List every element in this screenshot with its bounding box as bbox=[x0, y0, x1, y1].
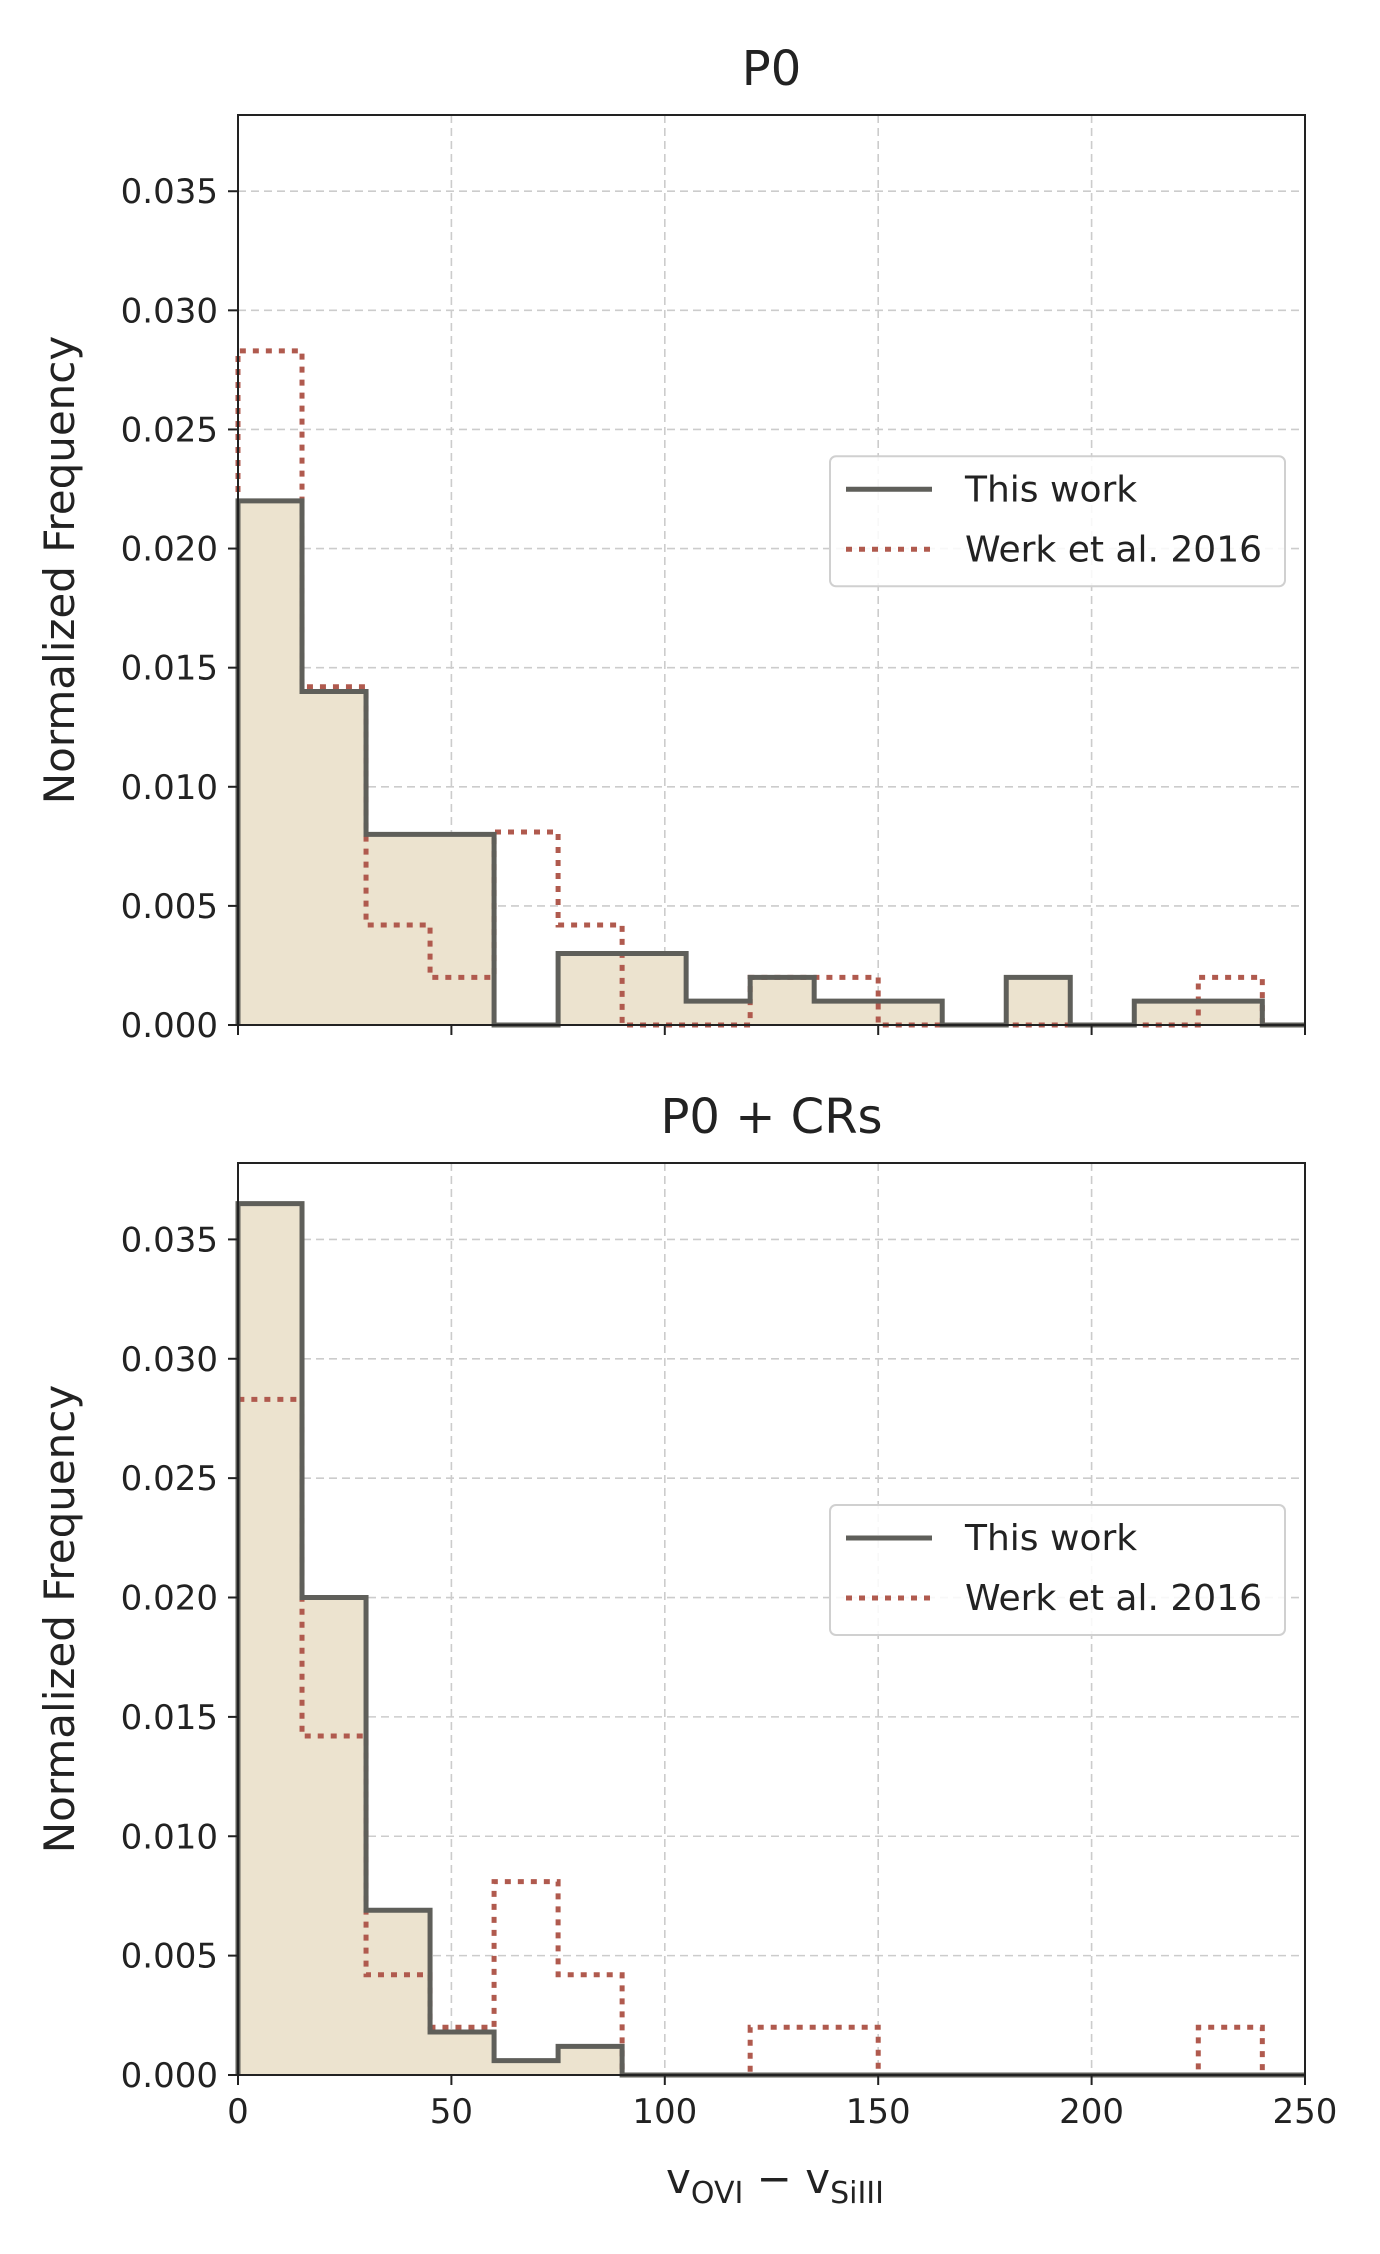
werk-2016-step-line bbox=[235, 348, 1305, 1028]
legend-box bbox=[829, 455, 1286, 588]
panel-p0-crs: 0 50 100 150 200 250 0.000 0.005 0.010 0.015 0.020… bbox=[35, 1089, 1337, 2132]
y-tick-label: 0.005 bbox=[121, 1937, 218, 1977]
x-axis-label-minus: − v bbox=[743, 2154, 830, 2203]
legend-this-work-label: This work bbox=[964, 1518, 1137, 1559]
legend-werk-label: Werk et al. 2016 bbox=[965, 1578, 1262, 1619]
y-axis-label: Normalized Frequency bbox=[35, 1385, 84, 1854]
y-tick-label: 0.005 bbox=[121, 887, 218, 927]
axes-frame bbox=[237, 1162, 1306, 2076]
x-tick-label: 100 bbox=[632, 2092, 697, 2132]
axes-frame bbox=[237, 114, 1306, 1026]
y-tick-label: 0.035 bbox=[121, 1220, 218, 1260]
x-axis-label: vOVI − vSiIII bbox=[666, 2154, 884, 2211]
chart-title: P0 + CRs bbox=[660, 1089, 882, 1145]
y-tick-label: 0.000 bbox=[121, 1006, 218, 1046]
y-tick-label: 0.030 bbox=[121, 291, 218, 331]
y-tick-label: 0.010 bbox=[121, 768, 218, 808]
x-tick-label: 250 bbox=[1273, 2092, 1338, 2132]
x-tick-label: 0 bbox=[227, 2092, 249, 2132]
this-work-fill bbox=[238, 500, 1305, 1025]
legend-werk-label: Werk et al. 2016 bbox=[965, 529, 1262, 570]
this-work-fill bbox=[238, 1203, 1305, 2075]
y-tick-label: 0.020 bbox=[121, 1579, 218, 1619]
panel-p0: 0.000 0.005 0.010 0.015 0.020 0.025 0.030 0.035… bbox=[35, 41, 1306, 1046]
y-tick-label: 0.015 bbox=[121, 1698, 218, 1738]
y-tick-label: 0.025 bbox=[121, 410, 218, 450]
x-tick-label: 150 bbox=[846, 2092, 911, 2132]
x-axis-label-sub2: SiIII bbox=[830, 2176, 884, 2211]
y-tick-label: 0.015 bbox=[121, 649, 218, 689]
x-tick-label: 50 bbox=[430, 2092, 473, 2132]
y-tick-label: 0.010 bbox=[121, 1817, 218, 1857]
x-tick-label: 200 bbox=[1059, 2092, 1124, 2132]
legend-box bbox=[829, 1504, 1286, 1636]
legend-this-work-label: This work bbox=[964, 469, 1137, 510]
y-tick-label: 0.030 bbox=[121, 1340, 218, 1380]
x-axis-label-sub1: OVI bbox=[691, 2176, 743, 2211]
x-axis-label-main: v bbox=[666, 2154, 691, 2203]
y-tick-label: 0.025 bbox=[121, 1459, 218, 1499]
y-tick-label: 0.035 bbox=[121, 172, 218, 212]
y-axis-label: Normalized Frequency bbox=[35, 336, 84, 805]
y-tick-label: 0.020 bbox=[121, 530, 218, 570]
y-tick-label: 0.000 bbox=[121, 2056, 218, 2096]
chart-title: P0 bbox=[742, 41, 801, 97]
